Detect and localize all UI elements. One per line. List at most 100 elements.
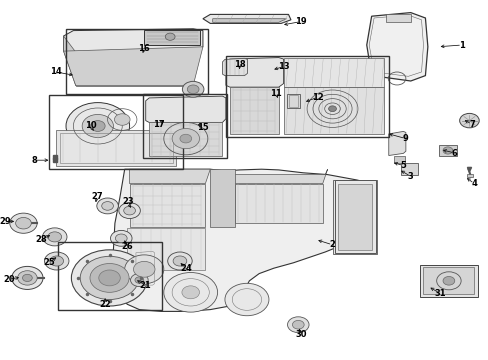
- Polygon shape: [225, 58, 283, 87]
- Bar: [423, 267, 473, 294]
- Bar: [393, 156, 404, 163]
- Circle shape: [42, 228, 67, 246]
- Circle shape: [182, 81, 203, 97]
- Text: 6: 6: [451, 149, 457, 158]
- Bar: [58, 242, 162, 310]
- Circle shape: [50, 256, 63, 266]
- Text: 21: 21: [140, 281, 151, 289]
- Text: 9: 9: [402, 134, 408, 143]
- Text: 7: 7: [468, 120, 474, 129]
- Circle shape: [173, 256, 186, 266]
- Text: 4: 4: [470, 179, 476, 188]
- Circle shape: [124, 255, 163, 284]
- Bar: [56, 130, 176, 166]
- Circle shape: [130, 274, 148, 287]
- Text: 23: 23: [122, 197, 134, 206]
- Circle shape: [442, 276, 454, 285]
- Text: 10: 10: [84, 122, 96, 130]
- Text: 24: 24: [180, 264, 191, 273]
- Text: 26: 26: [121, 242, 133, 251]
- Circle shape: [442, 147, 452, 154]
- Circle shape: [90, 264, 129, 292]
- Circle shape: [328, 106, 336, 112]
- Bar: [332, 180, 376, 254]
- Text: 30: 30: [294, 330, 306, 338]
- Circle shape: [180, 134, 191, 143]
- Circle shape: [135, 277, 143, 283]
- Circle shape: [187, 85, 199, 94]
- Circle shape: [22, 274, 32, 282]
- Bar: [288, 95, 298, 107]
- Bar: [386, 14, 410, 22]
- Circle shape: [133, 261, 155, 277]
- Circle shape: [82, 114, 113, 138]
- Text: 28: 28: [36, 235, 47, 244]
- Text: 14: 14: [50, 68, 62, 77]
- Circle shape: [66, 103, 129, 149]
- Circle shape: [119, 203, 140, 219]
- Text: 25: 25: [43, 258, 55, 267]
- Text: 3: 3: [407, 172, 413, 181]
- Circle shape: [287, 317, 308, 333]
- Bar: [334, 180, 375, 253]
- Bar: [229, 87, 278, 134]
- Bar: [144, 30, 200, 45]
- Circle shape: [18, 271, 37, 285]
- Bar: [226, 56, 388, 137]
- Text: 17: 17: [153, 120, 164, 129]
- Circle shape: [90, 121, 105, 131]
- Circle shape: [97, 198, 118, 214]
- Circle shape: [80, 256, 139, 300]
- Text: 27: 27: [91, 192, 102, 201]
- Polygon shape: [145, 96, 225, 122]
- Circle shape: [292, 320, 304, 329]
- Text: 8: 8: [31, 156, 37, 165]
- Text: 16: 16: [138, 44, 150, 53]
- Bar: [76, 52, 193, 86]
- Polygon shape: [388, 131, 405, 156]
- Bar: [400, 163, 417, 175]
- Text: 18: 18: [233, 60, 245, 69]
- Text: 11: 11: [270, 89, 282, 98]
- Bar: [149, 122, 222, 156]
- Polygon shape: [63, 47, 203, 86]
- Polygon shape: [210, 169, 234, 227]
- Bar: [234, 184, 322, 223]
- Circle shape: [163, 273, 217, 312]
- Text: 5: 5: [400, 161, 406, 170]
- Circle shape: [123, 206, 135, 215]
- Bar: [438, 145, 456, 156]
- Circle shape: [224, 283, 268, 316]
- Circle shape: [71, 250, 147, 306]
- Bar: [129, 184, 205, 227]
- Circle shape: [172, 129, 199, 149]
- Circle shape: [16, 217, 31, 229]
- Circle shape: [48, 232, 61, 242]
- Circle shape: [182, 286, 199, 299]
- Bar: [60, 133, 172, 163]
- Polygon shape: [129, 169, 210, 184]
- Text: 15: 15: [197, 123, 208, 132]
- Text: 20: 20: [3, 274, 15, 284]
- Circle shape: [459, 113, 478, 128]
- Bar: [49, 95, 183, 169]
- Text: 19: 19: [294, 17, 306, 26]
- Bar: [143, 94, 227, 158]
- Text: 31: 31: [433, 289, 445, 298]
- Polygon shape: [366, 13, 427, 81]
- Bar: [466, 174, 472, 177]
- Text: 1: 1: [458, 40, 464, 49]
- Circle shape: [114, 114, 130, 125]
- Polygon shape: [222, 58, 247, 76]
- Bar: [419, 265, 477, 297]
- Circle shape: [165, 33, 175, 40]
- Text: 2: 2: [329, 240, 335, 249]
- Bar: [283, 87, 383, 134]
- Text: 12: 12: [311, 93, 323, 102]
- Circle shape: [115, 234, 127, 243]
- Circle shape: [167, 252, 192, 270]
- Polygon shape: [63, 29, 203, 52]
- Text: 13: 13: [277, 62, 289, 71]
- Polygon shape: [212, 19, 286, 22]
- Polygon shape: [112, 169, 376, 311]
